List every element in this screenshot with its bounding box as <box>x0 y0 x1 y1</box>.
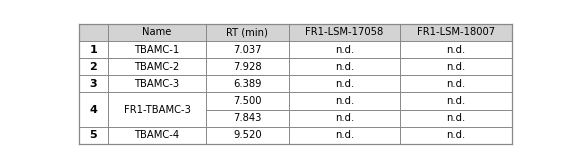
Bar <box>400 110 511 127</box>
Text: 4: 4 <box>89 105 97 115</box>
Text: FR1-TBAMC-3: FR1-TBAMC-3 <box>124 105 191 115</box>
Text: 3: 3 <box>89 79 97 89</box>
Bar <box>289 58 400 75</box>
Bar <box>79 24 108 41</box>
Bar <box>108 127 206 144</box>
Text: n.d.: n.d. <box>446 113 465 123</box>
Bar <box>400 58 511 75</box>
Text: 1: 1 <box>89 44 97 54</box>
Bar <box>400 41 511 58</box>
Text: n.d.: n.d. <box>335 79 354 89</box>
Text: 7.843: 7.843 <box>233 113 262 123</box>
Bar <box>206 58 289 75</box>
Bar <box>400 127 511 144</box>
Bar <box>289 110 400 127</box>
Bar <box>79 92 108 127</box>
Text: TBAMC-4: TBAMC-4 <box>135 130 180 140</box>
Bar <box>206 127 289 144</box>
Text: TBAMC-1: TBAMC-1 <box>134 44 180 54</box>
Bar <box>289 24 400 41</box>
Bar <box>108 24 206 41</box>
Text: 7.928: 7.928 <box>233 62 262 72</box>
Text: n.d.: n.d. <box>446 79 465 89</box>
Text: 2: 2 <box>89 62 97 72</box>
Text: 7.500: 7.500 <box>233 96 262 106</box>
Bar <box>206 110 289 127</box>
Bar <box>206 41 289 58</box>
Text: n.d.: n.d. <box>446 62 465 72</box>
Text: TBAMC-3: TBAMC-3 <box>135 79 180 89</box>
Text: Name: Name <box>142 27 172 37</box>
Text: n.d.: n.d. <box>335 62 354 72</box>
Bar <box>206 92 289 110</box>
Bar <box>400 75 511 92</box>
Text: FR1-LSM-18007: FR1-LSM-18007 <box>417 27 495 37</box>
Bar <box>289 127 400 144</box>
Text: 6.389: 6.389 <box>233 79 262 89</box>
Bar <box>79 75 108 92</box>
Bar <box>79 41 108 58</box>
Text: 7.037: 7.037 <box>233 44 262 54</box>
Bar <box>400 92 511 110</box>
Bar <box>289 92 400 110</box>
Text: n.d.: n.d. <box>335 130 354 140</box>
Text: n.d.: n.d. <box>335 113 354 123</box>
Text: n.d.: n.d. <box>446 44 465 54</box>
Bar <box>108 92 206 127</box>
Text: 9.520: 9.520 <box>233 130 262 140</box>
Text: FR1-LSM-17058: FR1-LSM-17058 <box>305 27 384 37</box>
Bar <box>206 75 289 92</box>
Bar <box>400 24 511 41</box>
Bar <box>289 75 400 92</box>
Text: n.d.: n.d. <box>446 96 465 106</box>
Text: 5: 5 <box>89 130 97 140</box>
Text: RT (min): RT (min) <box>226 27 268 37</box>
Bar <box>108 41 206 58</box>
Bar <box>79 58 108 75</box>
Bar <box>79 127 108 144</box>
Text: n.d.: n.d. <box>446 130 465 140</box>
Bar <box>289 41 400 58</box>
Bar <box>108 75 206 92</box>
Bar <box>108 58 206 75</box>
Text: n.d.: n.d. <box>335 44 354 54</box>
Text: n.d.: n.d. <box>335 96 354 106</box>
Text: TBAMC-2: TBAMC-2 <box>134 62 180 72</box>
Bar <box>206 24 289 41</box>
